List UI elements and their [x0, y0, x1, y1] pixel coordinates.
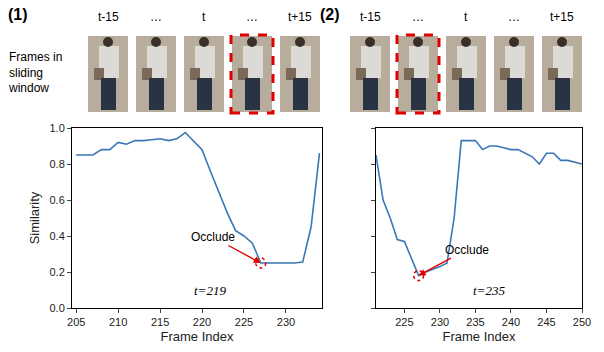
svg-text:205: 205 — [67, 316, 85, 328]
svg-text:1.0: 1.0 — [50, 122, 65, 134]
svg-text:Similarity: Similarity — [27, 191, 42, 244]
svg-text:0.8: 0.8 — [50, 158, 65, 170]
svg-text:230: 230 — [431, 316, 449, 328]
svg-text:Frames inslidingwindow: Frames inslidingwindow — [8, 50, 62, 95]
svg-text:t-15: t-15 — [98, 10, 119, 24]
svg-text:235: 235 — [466, 316, 484, 328]
svg-text:t: t — [464, 10, 468, 24]
svg-text:225: 225 — [235, 316, 253, 328]
svg-text:230: 230 — [277, 316, 295, 328]
svg-text:215: 215 — [151, 316, 169, 328]
svg-text:(1): (1) — [8, 6, 28, 23]
svg-text:…: … — [246, 10, 258, 24]
svg-text:t: t — [202, 10, 206, 24]
svg-text:250: 250 — [573, 316, 591, 328]
svg-text:(2): (2) — [320, 6, 340, 23]
svg-text:t+15: t+15 — [288, 10, 312, 24]
svg-text:Occlude: Occlude — [445, 243, 489, 257]
svg-text:245: 245 — [537, 316, 555, 328]
svg-text:…: … — [412, 10, 424, 24]
svg-text:Occlude: Occlude — [191, 230, 235, 244]
svg-text:t+15: t+15 — [550, 10, 574, 24]
svg-text:t-15: t-15 — [360, 10, 381, 24]
svg-text:210: 210 — [109, 316, 127, 328]
svg-text:0.4: 0.4 — [50, 230, 65, 242]
svg-text:t=219: t=219 — [194, 283, 226, 298]
svg-text:0.0: 0.0 — [50, 302, 65, 314]
svg-text:…: … — [508, 10, 520, 24]
svg-text:0.6: 0.6 — [50, 194, 65, 206]
svg-text:Frame Index: Frame Index — [443, 329, 516, 344]
svg-text:Frame Index: Frame Index — [161, 329, 234, 344]
svg-text:t=235: t=235 — [473, 283, 505, 298]
svg-text:0.2: 0.2 — [50, 266, 65, 278]
svg-text:…: … — [150, 10, 162, 24]
svg-text:220: 220 — [193, 316, 211, 328]
svg-text:240: 240 — [502, 316, 520, 328]
svg-text:225: 225 — [395, 316, 413, 328]
